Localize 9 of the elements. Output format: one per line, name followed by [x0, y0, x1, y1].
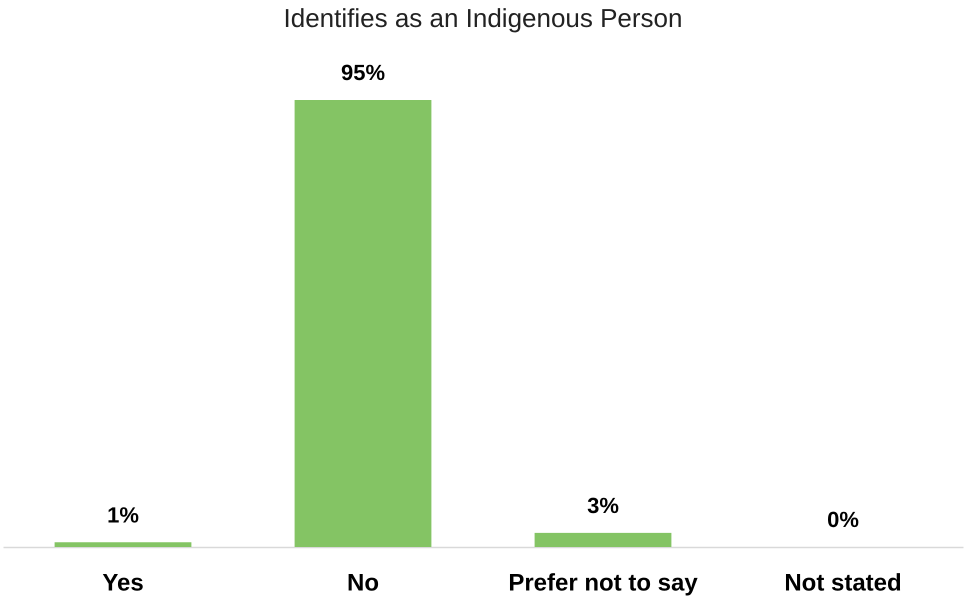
- data-label: 0%: [827, 507, 859, 532]
- data-label: 3%: [587, 492, 619, 518]
- x-tick-label: Not stated: [784, 570, 902, 596]
- chart-title: Identifies as an Indigenous Person: [284, 3, 682, 33]
- x-tick-label: Yes: [102, 570, 144, 596]
- x-tick-label: No: [347, 570, 379, 596]
- data-label: 95%: [340, 60, 386, 85]
- x-tick-label: Prefer not to say: [508, 570, 698, 596]
- data-label: 1%: [107, 502, 139, 528]
